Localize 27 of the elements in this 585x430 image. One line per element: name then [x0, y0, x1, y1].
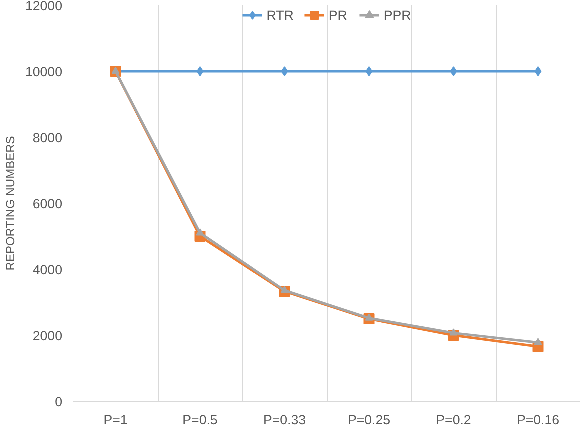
y-tick-label: 2000 — [32, 328, 63, 344]
point — [280, 286, 289, 294]
x-tick-label: P=0.33 — [263, 412, 306, 428]
point — [366, 66, 373, 76]
legend-label: RTR — [266, 8, 294, 22]
y-tick-label: 10000 — [25, 64, 62, 80]
point — [450, 66, 458, 76]
legend-label: PR — [328, 8, 348, 22]
point — [196, 228, 204, 236]
y-tick-label: 12000 — [25, 0, 62, 14]
y-tick-label: 0 — [55, 394, 63, 410]
x-tick-label: P=0.5 — [182, 412, 218, 428]
x-tick-label: P=0.25 — [348, 412, 391, 428]
point — [450, 328, 458, 336]
point — [534, 66, 542, 76]
y-tick-label: 4000 — [32, 262, 63, 278]
legend-label: PPR — [384, 8, 412, 22]
x-tick-label: P=0.16 — [516, 412, 560, 428]
y-tick-label: 8000 — [32, 130, 63, 146]
point — [281, 66, 288, 76]
y-axis-title: REPORTING NUMBERS — [3, 136, 18, 271]
point — [196, 66, 204, 76]
x-tick-label: P=0.2 — [436, 412, 472, 428]
point — [534, 338, 542, 346]
x-tick-label: P=1 — [104, 412, 128, 428]
y-tick-label: 6000 — [32, 196, 63, 212]
point — [365, 314, 374, 321]
